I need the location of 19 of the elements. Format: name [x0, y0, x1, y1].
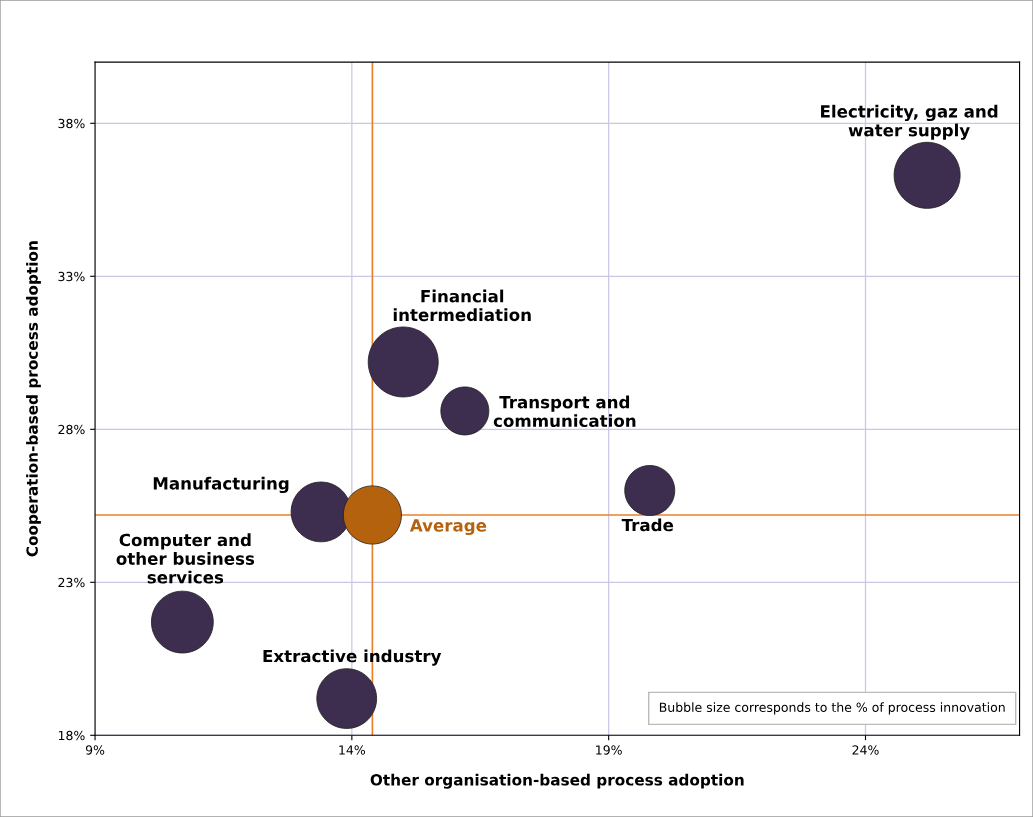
- y-axis-title: Cooperation-based process adoption: [26, 241, 41, 557]
- y-tick-label: 23%: [58, 577, 85, 588]
- annotation: Bubble size corresponds to the % of process innovation: [659, 702, 1005, 715]
- x-tick-label: 24%: [852, 745, 879, 755]
- x-tick-label: 19%: [596, 745, 622, 755]
- series-label: Financial intermediation: [393, 289, 531, 322]
- series-label: Electricity, gaz and water supply: [821, 104, 998, 140]
- series-label: Trade: [621, 518, 674, 532]
- series-label: Transport and communication: [493, 395, 636, 428]
- series-label: Manufacturing: [153, 476, 289, 494]
- x-tick-label: 14%: [339, 745, 366, 755]
- x-axis-title: Other organisation-based process adoption: [370, 773, 744, 789]
- y-tick-label: 33%: [58, 271, 85, 282]
- y-tick-label: 28%: [58, 424, 85, 435]
- x-tick-label: 9%: [85, 745, 105, 755]
- series-label: Computer and other business services: [116, 533, 255, 584]
- series-label: Average: [409, 519, 487, 536]
- y-tick-label: 18%: [58, 730, 85, 741]
- y-tick-label: 38%: [58, 118, 85, 129]
